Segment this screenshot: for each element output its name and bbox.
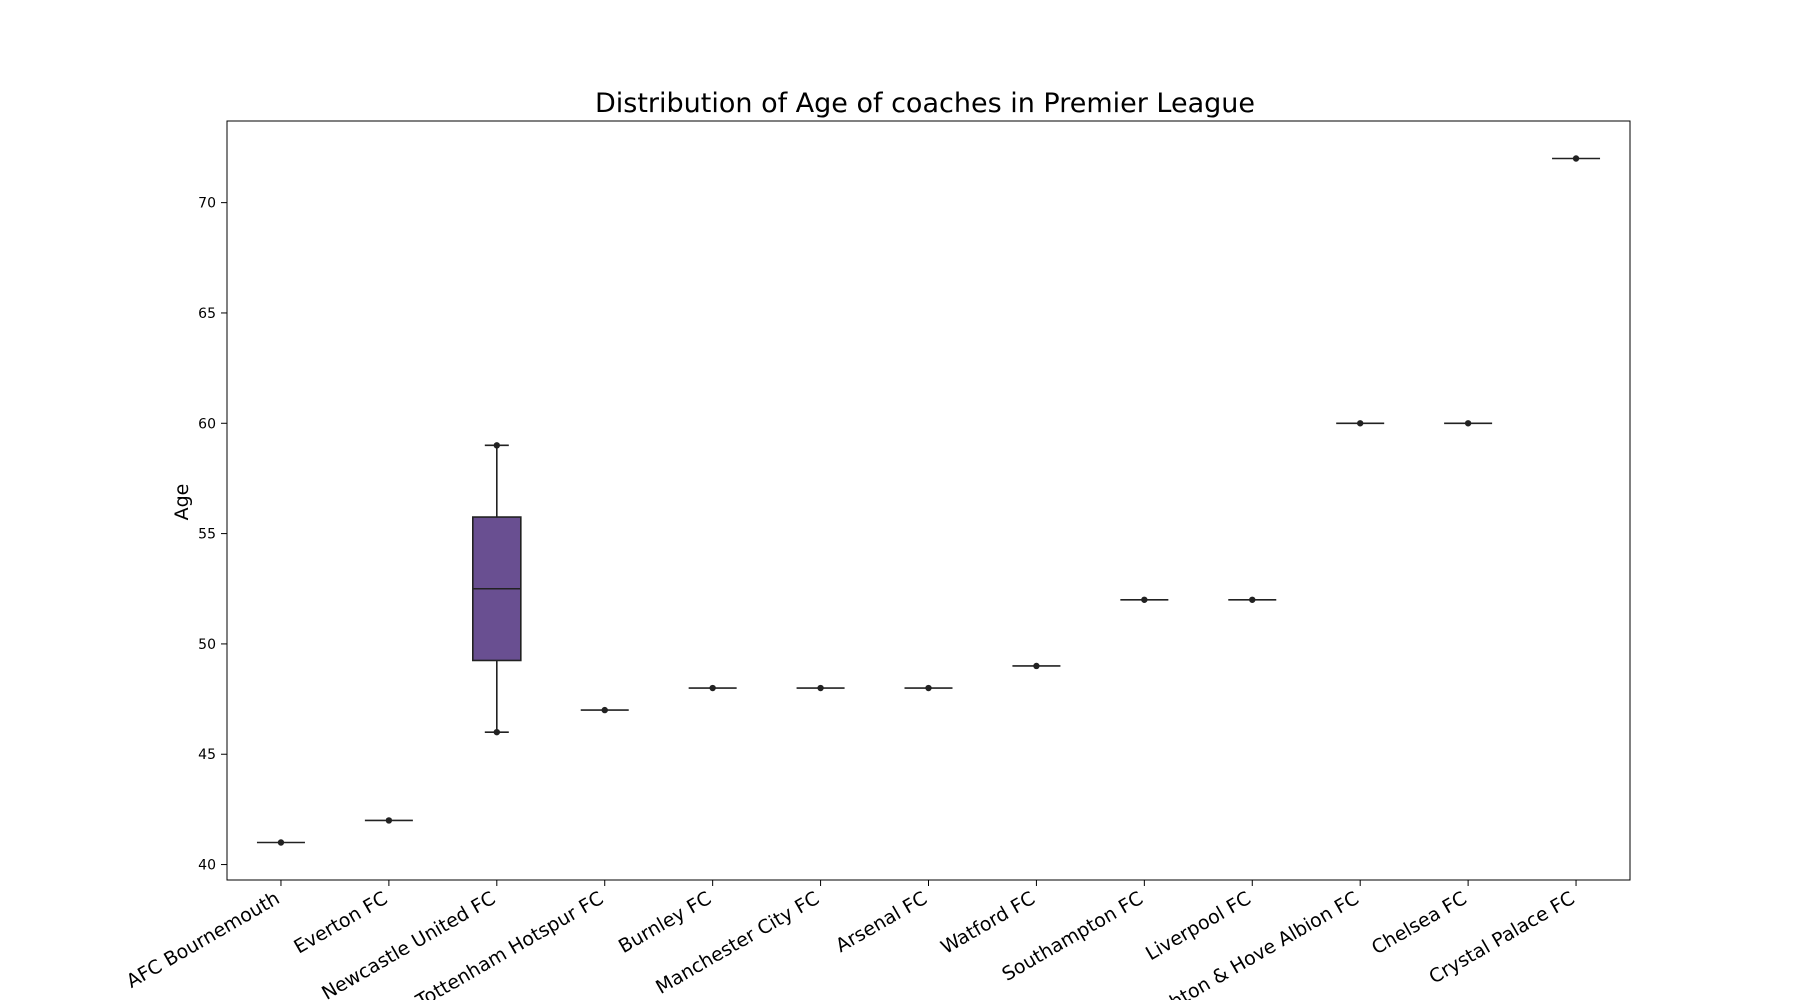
- value-point: [385, 817, 393, 824]
- value-point: [709, 684, 716, 692]
- x-tick-label: AFC Bournemouth: [123, 887, 284, 992]
- y-tick-label: 60: [198, 416, 216, 432]
- min-point: [493, 728, 501, 736]
- y-tick-label: 50: [198, 637, 216, 653]
- x-tick-label: Watford FC: [937, 887, 1039, 958]
- value-point: [925, 684, 932, 692]
- value-point: [1572, 155, 1580, 162]
- y-axis-label: Age: [171, 484, 193, 521]
- y-tick-label: 70: [198, 196, 216, 212]
- value-point: [1033, 662, 1040, 670]
- x-tick-label: Everton FC: [290, 887, 391, 958]
- chart-title: Distribution of Age of coaches in Premie…: [595, 88, 1255, 119]
- x-tick-label: Arsenal FC: [832, 887, 931, 957]
- value-point: [601, 706, 608, 714]
- y-tick-label: 45: [198, 747, 216, 763]
- x-tick-label: Tottenham Hotspur FC: [412, 887, 608, 1000]
- max-point: [493, 442, 501, 449]
- value-point: [277, 839, 285, 846]
- value-point: [1464, 420, 1472, 427]
- x-tick-label: Chelsea FC: [1368, 887, 1471, 959]
- plot-frame: [226, 120, 1631, 881]
- value-point: [1356, 420, 1364, 427]
- y-tick-label: 40: [198, 858, 216, 874]
- value-point: [1141, 596, 1148, 603]
- y-tick-label: 65: [198, 306, 216, 322]
- x-tick-label: Burnley FC: [615, 887, 715, 958]
- y-tick-label: 55: [198, 527, 216, 543]
- value-point: [1249, 596, 1256, 603]
- value-point: [817, 684, 824, 692]
